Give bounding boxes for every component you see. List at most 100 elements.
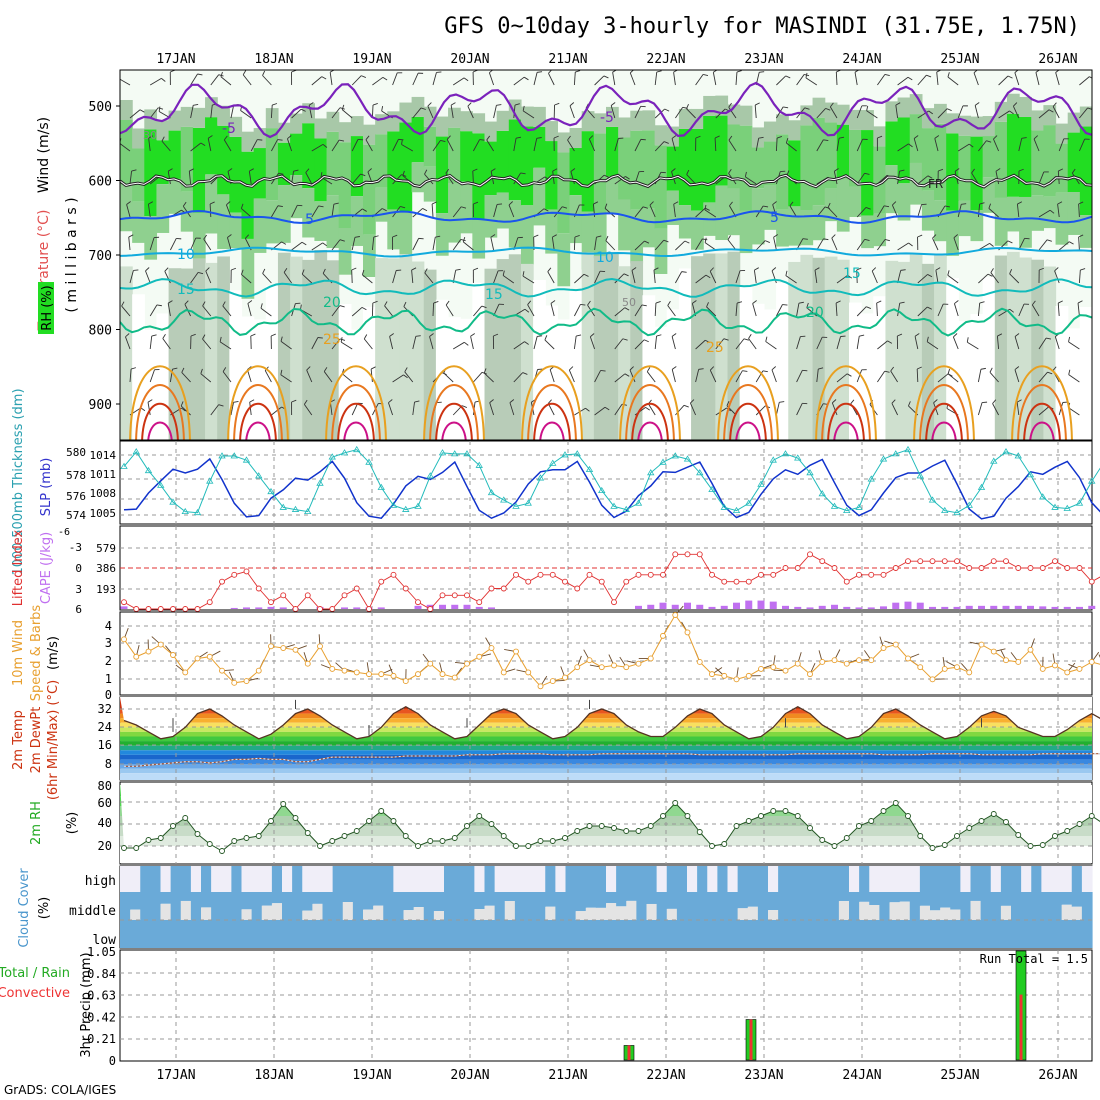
rh-green-23 xyxy=(399,122,413,212)
cloud-cell xyxy=(373,892,384,906)
barb-flag xyxy=(933,399,938,404)
cloud-cell xyxy=(899,901,911,920)
rh-green-42 xyxy=(630,130,644,210)
li-tick-6: 6 xyxy=(75,603,82,616)
barb-flag xyxy=(351,267,357,271)
barb-flag xyxy=(765,240,770,243)
li-line-marker xyxy=(868,571,875,578)
cloud-cell xyxy=(849,866,860,892)
barb-flag xyxy=(742,370,748,372)
barb xyxy=(351,237,356,251)
barb-flag xyxy=(1068,369,1071,375)
barb-flag xyxy=(249,399,255,403)
barb xyxy=(1058,241,1070,251)
barb-flag xyxy=(249,168,254,172)
cloud-cell xyxy=(342,892,354,903)
cloud-cell xyxy=(525,866,536,892)
barb xyxy=(427,105,434,119)
rh-gray-top-74 xyxy=(1019,96,1032,117)
barb xyxy=(250,139,258,152)
cloud-cell xyxy=(798,920,810,948)
rh-series xyxy=(121,800,1100,854)
barb xyxy=(634,304,643,317)
barb-flag xyxy=(899,169,905,172)
rh-gray-top-20 xyxy=(363,124,376,145)
barb xyxy=(1009,273,1020,284)
thickness-line-marker xyxy=(647,469,655,476)
barb-flag xyxy=(308,102,314,106)
thickness-line-marker xyxy=(1014,452,1022,459)
rh-gray-top-67 xyxy=(934,103,947,124)
li-line-marker xyxy=(819,558,826,565)
cloud-cell xyxy=(403,892,415,911)
barb xyxy=(473,372,483,383)
barb-flag xyxy=(814,267,820,271)
barb-flag xyxy=(1047,371,1053,375)
cloud-cell xyxy=(342,920,354,948)
wind-speed-line-marker xyxy=(378,671,385,678)
wind-speed-line-marker xyxy=(623,664,630,671)
rh-low-54 xyxy=(776,282,789,440)
cape-bar xyxy=(120,606,128,609)
rh-mid-62 xyxy=(873,213,887,247)
cloud-cell xyxy=(575,866,587,892)
li-line-marker xyxy=(574,585,581,592)
barb xyxy=(594,370,602,383)
thickness-line-marker xyxy=(696,469,704,476)
li-line-marker xyxy=(500,585,507,592)
barb-flag xyxy=(798,301,804,304)
temp-ylabel-2: 2m DewPt xyxy=(29,707,44,774)
precip-ylabel-conv: Convective xyxy=(0,986,70,1001)
cloud-cell xyxy=(747,920,759,948)
rh-gray-top-18 xyxy=(338,122,352,143)
barb xyxy=(162,338,171,350)
barb-flag xyxy=(604,203,608,209)
barb-flag xyxy=(306,366,311,371)
barb xyxy=(854,72,858,86)
barb-flag xyxy=(257,139,263,141)
thickness-line-marker xyxy=(573,450,581,457)
cloud-cell xyxy=(352,892,364,920)
cloud-cell xyxy=(1041,892,1053,920)
temp-series xyxy=(123,699,1100,767)
rh-line-marker xyxy=(709,843,715,849)
cloud-cell xyxy=(352,866,364,892)
rh-mid-1 xyxy=(132,201,145,243)
barb-flag xyxy=(370,366,376,370)
barb-flag xyxy=(832,399,837,404)
cloud-cell xyxy=(150,892,162,920)
cape-bar xyxy=(806,607,814,609)
barb xyxy=(306,369,313,383)
wind-speed-line-marker xyxy=(782,667,789,674)
barb-flag xyxy=(1009,308,1014,313)
barb-flag xyxy=(575,70,581,73)
rh-line-marker xyxy=(121,845,127,851)
barb-flag xyxy=(966,337,969,343)
thickness-line-marker xyxy=(916,472,924,479)
barb-flag xyxy=(388,399,393,404)
rh-green-24 xyxy=(411,116,425,163)
barb-flag xyxy=(198,271,204,275)
cloud-cell xyxy=(271,892,283,904)
barb xyxy=(1068,341,1080,350)
cloud-cell xyxy=(211,920,222,948)
wind-speed-line-marker xyxy=(1076,665,1083,672)
rh-line-marker xyxy=(684,813,691,819)
wind-speed-line-marker xyxy=(696,659,703,665)
barb-flag xyxy=(600,370,606,372)
barb xyxy=(675,271,683,284)
rh-green-65 xyxy=(909,114,923,163)
barb-flag xyxy=(446,135,451,140)
slp-line xyxy=(123,457,1100,520)
barb-flag xyxy=(663,141,669,144)
cloud-cell xyxy=(899,920,911,948)
cloud-cell xyxy=(950,920,961,948)
barb xyxy=(727,239,737,251)
barb-flag xyxy=(462,405,467,408)
li-line-marker xyxy=(1039,565,1046,571)
rh-gray-top-24 xyxy=(411,96,425,117)
rh-line-marker xyxy=(892,800,899,806)
barb-flag xyxy=(1035,70,1041,73)
wind-speed-line-marker xyxy=(990,648,997,655)
